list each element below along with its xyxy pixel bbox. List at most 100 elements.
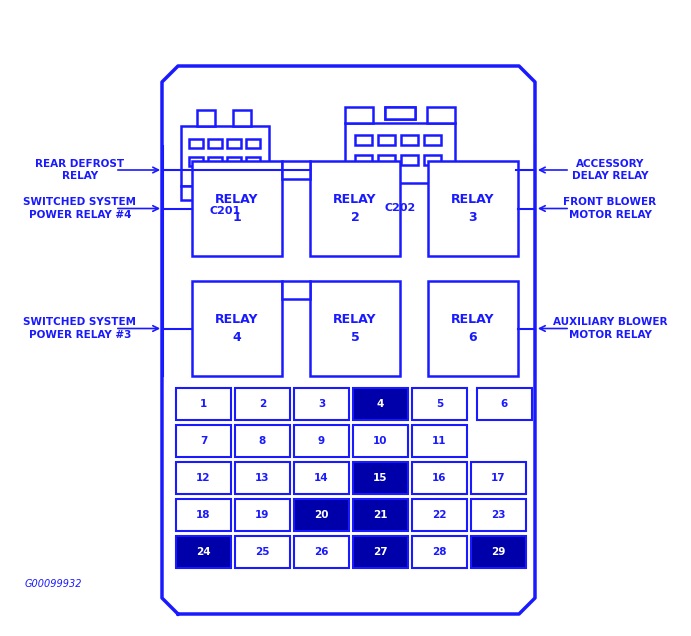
Bar — [412, 499, 467, 531]
Text: 10: 10 — [373, 436, 388, 446]
Bar — [208, 157, 222, 166]
Text: AUXILIARY BLOWER
MOTOR RELAY: AUXILIARY BLOWER MOTOR RELAY — [553, 317, 668, 340]
Bar — [355, 155, 372, 165]
Text: FRONT BLOWER
MOTOR RELAY: FRONT BLOWER MOTOR RELAY — [563, 197, 656, 219]
Text: RELAY
4: RELAY 4 — [216, 313, 258, 344]
Text: 27: 27 — [373, 547, 388, 557]
Bar — [208, 139, 222, 148]
Bar — [353, 499, 408, 531]
Bar — [310, 161, 400, 256]
Text: 8: 8 — [259, 436, 266, 446]
Bar — [282, 161, 310, 179]
Bar — [424, 155, 441, 165]
Text: 19: 19 — [255, 510, 269, 520]
Bar — [189, 139, 203, 148]
Bar — [192, 281, 282, 376]
Bar — [176, 499, 231, 531]
Bar — [227, 157, 241, 166]
Text: RELAY
5: RELAY 5 — [333, 313, 377, 344]
Bar — [471, 536, 526, 568]
Text: 24: 24 — [196, 547, 211, 557]
Text: C202: C202 — [384, 203, 415, 213]
Bar — [471, 462, 526, 494]
Text: 16: 16 — [433, 473, 447, 483]
Bar — [353, 462, 408, 494]
Text: 1: 1 — [200, 399, 207, 409]
Text: 4: 4 — [377, 399, 384, 409]
Bar — [294, 536, 349, 568]
Text: ACCESSORY
DELAY RELAY: ACCESSORY DELAY RELAY — [571, 159, 648, 181]
Bar — [235, 536, 290, 568]
Text: 18: 18 — [196, 510, 211, 520]
Text: 17: 17 — [491, 473, 506, 483]
Bar — [246, 157, 260, 166]
Bar — [176, 462, 231, 494]
Bar — [176, 388, 231, 420]
Bar — [412, 536, 467, 568]
Bar — [235, 388, 290, 420]
Bar — [181, 126, 269, 186]
Bar — [345, 123, 455, 183]
Text: C201: C201 — [209, 206, 240, 216]
Bar — [235, 462, 290, 494]
Text: 6: 6 — [501, 399, 508, 409]
Bar — [345, 107, 373, 123]
Bar — [235, 425, 290, 457]
Text: 9: 9 — [318, 436, 325, 446]
Text: 25: 25 — [255, 547, 269, 557]
Bar — [412, 388, 467, 420]
Text: 26: 26 — [314, 547, 329, 557]
Text: 21: 21 — [373, 510, 388, 520]
Bar — [385, 107, 415, 119]
Bar — [197, 110, 215, 126]
Text: 14: 14 — [314, 473, 329, 483]
Text: RELAY
1: RELAY 1 — [216, 193, 258, 224]
Bar — [353, 536, 408, 568]
Bar — [353, 425, 408, 457]
Text: 7: 7 — [200, 436, 207, 446]
Bar — [294, 425, 349, 457]
Bar — [235, 499, 290, 531]
Text: RELAY
2: RELAY 2 — [333, 193, 377, 224]
Text: 12: 12 — [196, 473, 211, 483]
Bar — [246, 139, 260, 148]
Text: SWITCHED SYSTEM
POWER RELAY #4: SWITCHED SYSTEM POWER RELAY #4 — [23, 197, 137, 219]
Bar — [233, 110, 251, 126]
Bar — [310, 281, 400, 376]
Text: 23: 23 — [491, 510, 506, 520]
Bar — [378, 135, 395, 145]
Text: G00099932: G00099932 — [25, 579, 82, 589]
Bar — [412, 462, 467, 494]
Text: 22: 22 — [433, 510, 447, 520]
Text: 28: 28 — [433, 547, 447, 557]
Bar — [428, 161, 518, 256]
Text: 5: 5 — [436, 399, 443, 409]
Bar — [294, 499, 349, 531]
Bar — [282, 281, 310, 299]
Text: RELAY
6: RELAY 6 — [451, 313, 495, 344]
Text: RELAY
3: RELAY 3 — [451, 193, 495, 224]
Bar — [401, 155, 418, 165]
Text: 20: 20 — [314, 510, 329, 520]
Bar — [227, 139, 241, 148]
Bar — [424, 135, 441, 145]
Bar — [428, 281, 518, 376]
Bar — [412, 425, 467, 457]
Bar — [192, 161, 282, 256]
Bar — [401, 135, 418, 145]
Bar — [189, 157, 203, 166]
Text: 2: 2 — [259, 399, 266, 409]
Bar — [294, 388, 349, 420]
Bar — [427, 107, 455, 123]
Bar — [385, 107, 415, 119]
Text: 13: 13 — [255, 473, 269, 483]
Text: 29: 29 — [491, 547, 506, 557]
Bar — [471, 499, 526, 531]
Bar — [294, 462, 349, 494]
Bar — [353, 388, 408, 420]
Bar — [477, 388, 532, 420]
Bar — [378, 155, 395, 165]
Text: 3: 3 — [318, 399, 325, 409]
Text: 11: 11 — [433, 436, 447, 446]
Bar — [355, 135, 372, 145]
